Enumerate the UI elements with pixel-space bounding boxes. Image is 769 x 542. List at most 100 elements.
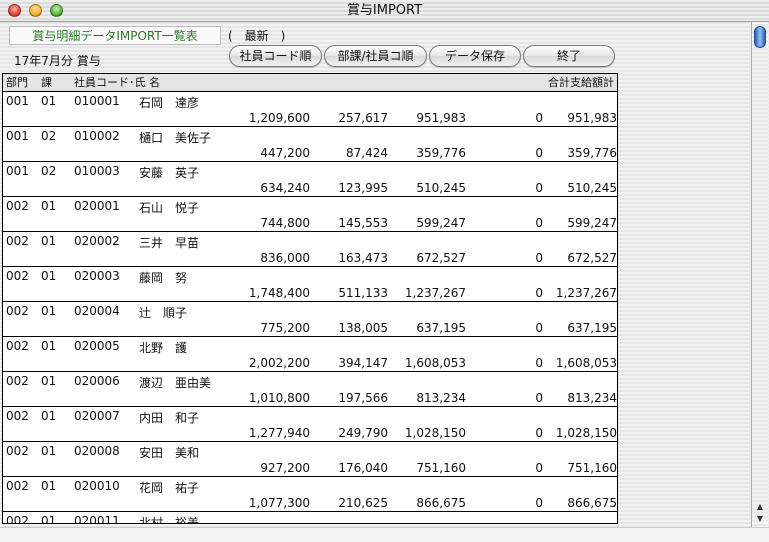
cell-sec: 01 [41, 269, 57, 283]
cell-v4: 0 [535, 461, 543, 475]
table-header: 部門 課 社員コード･氏 名 合計支給額計 [3, 74, 617, 92]
cell-v2: 249,790 [338, 426, 388, 440]
table-row[interactable]: 002 01 020010 花岡 祐子 1,077,300 210,625 866,675 0… [3, 477, 617, 512]
sort-by-code-button[interactable]: 社員コード順 [229, 45, 322, 67]
table-row[interactable]: 001 02 010003 安藤 英子 634,240 123,995 510,245 0 51… [3, 162, 617, 197]
scroll-up-arrow-icon[interactable]: ▲ [756, 502, 764, 511]
cell-v4: 0 [535, 496, 543, 510]
cell-sec: 01 [41, 199, 57, 213]
cell-sec: 01 [41, 374, 57, 388]
cell-v3: 866,675 [416, 496, 466, 510]
cell-name: 渡辺 亜由美 [139, 376, 212, 390]
cell-v1: 634,240 [260, 181, 310, 195]
cell-name: 樋口 美佐子 [139, 131, 212, 145]
cell-v3: 951,983 [416, 111, 466, 125]
save-data-button[interactable]: データ保存 [429, 45, 521, 67]
cell-name: 安藤 英子 [139, 166, 200, 180]
cell-v3: 672,527 [416, 251, 466, 265]
cell-v5: 813,234 [567, 391, 617, 405]
cell-v4: 0 [535, 111, 543, 125]
cell-name: 辻 順子 [139, 306, 188, 320]
cell-name: 藤岡 努 [139, 271, 188, 285]
cell-v1: 1,209,600 [248, 111, 310, 125]
cell-code: 020004 [74, 304, 120, 318]
cell-v1: 447,200 [260, 146, 310, 160]
cell-code: 020007 [74, 409, 120, 423]
cell-dept: 002 [6, 304, 29, 318]
table-row[interactable]: 002 01 020011 北村 裕美 [3, 512, 617, 524]
zoom-button[interactable] [50, 4, 63, 17]
cell-v5: 866,675 [567, 496, 617, 510]
cell-v2: 176,040 [338, 461, 388, 475]
table-row[interactable]: 002 01 020002 三井 早苗 836,000 163,473 672,527 0 67… [3, 232, 617, 267]
cell-v1: 2,002,200 [248, 356, 310, 370]
cell-sec: 01 [41, 514, 57, 524]
table-row[interactable]: 002 01 020005 北野 護 2,002,200 394,147 1,608,053… [3, 337, 617, 372]
cell-v4: 0 [535, 216, 543, 230]
cell-dept: 001 [6, 164, 29, 178]
report-title: 賞与明細データIMPORT一覧表 [9, 26, 221, 45]
cell-dept: 001 [6, 129, 29, 143]
cell-code: 020010 [74, 479, 120, 493]
cell-name: 石山 悦子 [139, 201, 200, 215]
cell-sec: 02 [41, 164, 57, 178]
cell-v5: 359,776 [567, 146, 617, 160]
cell-v5: 1,028,150 [555, 426, 617, 440]
latest-label: ( 最新 ) [228, 29, 286, 43]
scroll-down-arrow-icon[interactable]: ▼ [756, 514, 764, 523]
cell-dept: 002 [6, 479, 29, 493]
cell-sec: 01 [41, 339, 57, 353]
close-button[interactable] [8, 4, 21, 17]
table-body: 001 01 010001 石岡 達彦 1,209,600 257,617 951,983 0… [3, 92, 617, 524]
cell-v2: 210,625 [338, 496, 388, 510]
col-total: 合計支給額計 [548, 76, 614, 89]
period-label: 17年7月分 賞与 [14, 54, 101, 68]
cell-v3: 1,028,150 [404, 426, 466, 440]
cell-code: 010002 [74, 129, 120, 143]
cell-v4: 0 [535, 251, 543, 265]
table-row[interactable]: 002 01 020007 内田 和子 1,277,940 249,790 1,028,15… [3, 407, 617, 442]
cell-dept: 002 [6, 269, 29, 283]
scroll-thumb[interactable] [754, 26, 766, 48]
cell-v1: 1,277,940 [248, 426, 310, 440]
cell-sec: 01 [41, 234, 57, 248]
cell-dept: 002 [6, 444, 29, 458]
cell-v2: 163,473 [338, 251, 388, 265]
table-row[interactable]: 002 01 020006 渡辺 亜由美 1,010,800 197,566 813,234… [3, 372, 617, 407]
cell-v3: 751,160 [416, 461, 466, 475]
cell-sec: 01 [41, 444, 57, 458]
cell-code: 020002 [74, 234, 120, 248]
table-row[interactable]: 001 02 010002 樋口 美佐子 447,200 87,424 359,776 0 35… [3, 127, 617, 162]
cell-v5: 510,245 [567, 181, 617, 195]
cell-v4: 0 [535, 321, 543, 335]
cell-dept: 002 [6, 339, 29, 353]
table-row[interactable]: 002 01 020001 石山 悦子 744,800 145,553 599,247 0 59… [3, 197, 617, 232]
cell-v5: 672,527 [567, 251, 617, 265]
cell-name: 石岡 達彦 [139, 96, 200, 110]
col-section: 課 [41, 76, 52, 89]
cell-v5: 1,237,267 [555, 286, 617, 300]
table-row[interactable]: 002 01 020003 藤岡 努 1,748,400 511,133 1,237,267… [3, 267, 617, 302]
cell-v1: 744,800 [260, 216, 310, 230]
sort-by-dept-button[interactable]: 部課/社員コ順 [324, 45, 427, 67]
cell-v1: 927,200 [260, 461, 310, 475]
title-bar: 賞与IMPORT [0, 0, 769, 22]
cell-code: 020011 [74, 514, 120, 524]
cell-v4: 0 [535, 391, 543, 405]
cell-code: 020006 [74, 374, 120, 388]
table-row[interactable]: 002 01 020004 辻 順子 775,200 138,005 637,195 0 637… [3, 302, 617, 337]
cell-v4: 0 [535, 181, 543, 195]
quit-button[interactable]: 終了 [523, 45, 615, 67]
cell-dept: 002 [6, 374, 29, 388]
cell-v5: 1,608,053 [555, 356, 617, 370]
table-row[interactable]: 001 01 010001 石岡 達彦 1,209,600 257,617 951,983 0… [3, 92, 617, 127]
table-row[interactable]: 002 01 020008 安田 美和 927,200 176,040 751,160 0 75… [3, 442, 617, 477]
cell-sec: 02 [41, 129, 57, 143]
cell-v1: 1,748,400 [248, 286, 310, 300]
vertical-scrollbar[interactable]: ▲ ▼ [751, 22, 768, 527]
cell-v3: 359,776 [416, 146, 466, 160]
cell-v2: 145,553 [338, 216, 388, 230]
minimize-button[interactable] [29, 4, 42, 17]
cell-v2: 123,995 [338, 181, 388, 195]
window-footer [0, 527, 769, 542]
